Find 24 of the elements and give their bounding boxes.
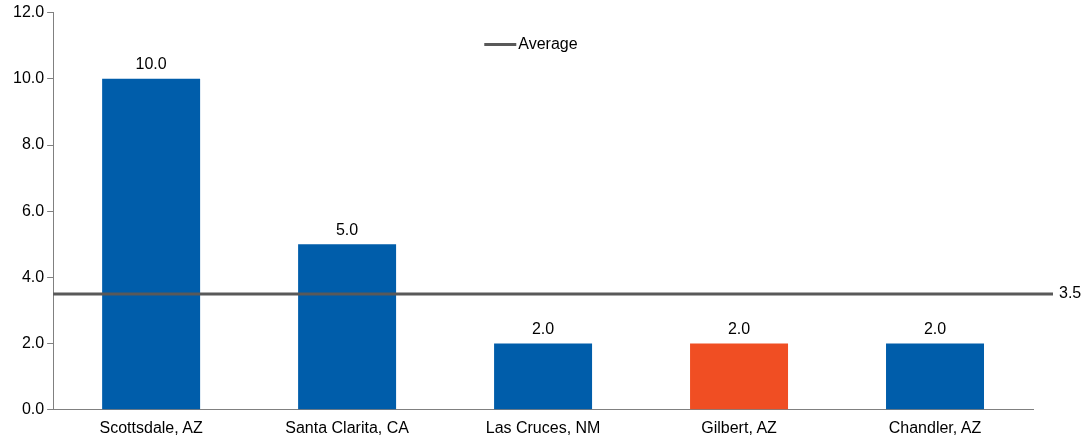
data-label: 10.0 xyxy=(135,55,167,73)
annotation: Average xyxy=(518,35,578,53)
x-tick-label: Chandler, AZ xyxy=(888,418,982,436)
bar xyxy=(690,343,789,410)
y-tick-label: 12.0 xyxy=(13,3,45,21)
data-label: 5.0 xyxy=(335,220,359,238)
bar xyxy=(102,78,201,410)
y-tick-label: 10.0 xyxy=(13,69,45,87)
ref-line-label: 3.5 xyxy=(1059,284,1082,302)
y-tick-label: 2.0 xyxy=(21,334,45,352)
x-tick-label: Gilbert, AZ xyxy=(701,418,778,436)
bar xyxy=(494,343,593,410)
y-tick-label: 6.0 xyxy=(21,201,45,219)
y-tick-label: 8.0 xyxy=(21,135,45,153)
x-tick-label: Las Cruces, NM xyxy=(485,418,601,436)
y-tick-label: 4.0 xyxy=(21,267,45,285)
bar xyxy=(886,343,985,410)
data-label: 2.0 xyxy=(923,320,947,338)
data-label: 2.0 xyxy=(727,320,751,338)
y-tick-label: 0.0 xyxy=(21,400,45,418)
data-label: 2.0 xyxy=(531,320,555,338)
x-tick-label: Santa Clarita, CA xyxy=(285,418,410,436)
x-tick-label: Scottsdale, AZ xyxy=(99,418,203,436)
bar xyxy=(298,244,397,410)
